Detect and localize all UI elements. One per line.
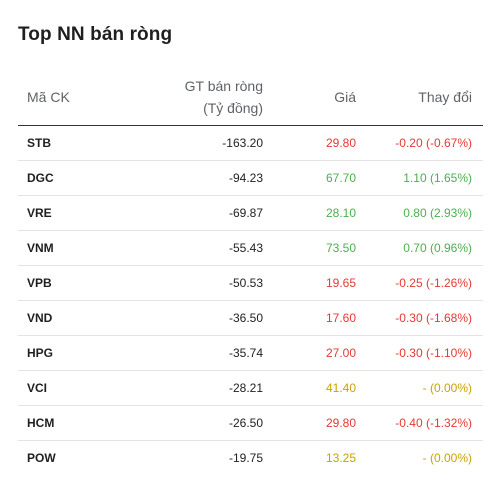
- price-cell: 28.10: [263, 195, 356, 231]
- change-cell: 0.80 (2.93%): [356, 195, 483, 231]
- stock-code-cell[interactable]: VNM: [18, 230, 118, 266]
- change-cell: - (0.00%): [356, 370, 483, 406]
- change-cell: -0.25 (-1.26%): [356, 265, 483, 301]
- price-cell: 73.50: [263, 230, 356, 266]
- header-change[interactable]: Thay đổi: [356, 68, 483, 126]
- change-cell: -0.30 (-1.68%): [356, 300, 483, 336]
- header-net-sell-value-line2: (Tỷ đồng): [203, 99, 263, 116]
- price-cell: 13.25: [325, 451, 356, 465]
- net-sell-value-cell: -50.53: [118, 265, 263, 301]
- stock-code-cell[interactable]: VND: [18, 300, 118, 336]
- price-cell: 67.70: [263, 160, 356, 196]
- change-cell: 1.10 (1.65%): [356, 160, 483, 196]
- net-sell-value-cell: -19.75: [228, 451, 263, 465]
- net-sell-value-cell: -28.21: [118, 370, 263, 406]
- stock-code-cell[interactable]: HCM: [18, 405, 118, 441]
- table-header-row: Mã CK GT bán ròng (Tỷ đồng) Giá Thay đổi: [18, 68, 483, 126]
- table-row[interactable]: DGC -94.23 67.70 1.10 (1.65%): [18, 160, 483, 196]
- change-cell: -0.20 (-0.67%): [356, 125, 483, 161]
- net-sell-value-cell: -55.43: [118, 230, 263, 266]
- header-net-sell-value[interactable]: GT bán ròng (Tỷ đồng): [118, 68, 263, 126]
- net-sell-value-cell: -35.74: [118, 335, 263, 371]
- table-row[interactable]: VNM -55.43 73.50 0.70 (0.96%): [18, 230, 483, 266]
- change-cell: -0.30 (-1.10%): [356, 335, 483, 371]
- net-sell-value-cell: -163.20: [118, 125, 263, 161]
- table-row[interactable]: VCI -28.21 41.40- (0.00%): [18, 370, 483, 406]
- table-row[interactable]: VND -36.50 17.60 -0.30 (-1.68%): [18, 300, 483, 336]
- stock-code-cell[interactable]: DGC: [18, 160, 118, 196]
- net-sell-value-cell: -26.50: [118, 405, 263, 441]
- price-cell: 29.80: [263, 125, 356, 161]
- stock-code-cell[interactable]: POW: [27, 451, 56, 465]
- table-row[interactable]: HPG -35.74 27.00 -0.30 (-1.10%): [18, 335, 483, 371]
- table-row[interactable]: VPB -50.53 19.65 -0.25 (-1.26%): [18, 265, 483, 301]
- change-cell: -0.40 (-1.32%): [356, 405, 483, 441]
- header-price[interactable]: Giá: [263, 68, 356, 126]
- header-code[interactable]: Mã CK: [18, 68, 118, 126]
- widget-title: Top NN bán ròng: [18, 24, 173, 45]
- header-net-sell-value-line1: GT bán ròng: [184, 77, 263, 94]
- price-cell: 29.80: [263, 405, 356, 441]
- table-row[interactable]: STB -163.20 29.80 -0.20 (-0.67%): [18, 125, 483, 161]
- net-sell-value-cell: -36.50: [118, 300, 263, 336]
- change-cell: 0.70 (0.96%): [356, 230, 483, 266]
- stock-code-cell[interactable]: VCI: [18, 370, 118, 406]
- table-body: STB -163.20 29.80 -0.20 (-0.67%) DGC -94.23 67…: [18, 125, 483, 476]
- stock-code-cell[interactable]: HPG: [18, 335, 118, 371]
- price-cell: 27.00: [263, 335, 356, 371]
- net-sell-table: Mã CK GT bán ròng (Tỷ đồng) Giá Thay đổi…: [18, 68, 483, 475]
- table-row[interactable]: HCM -26.50 29.80 -0.40 (-1.32%): [18, 405, 483, 441]
- net-sell-value-cell: -94.23: [118, 160, 263, 196]
- stock-code-cell[interactable]: VRE: [18, 195, 118, 231]
- price-cell: 17.60: [263, 300, 356, 336]
- net-sell-value-cell: -69.87: [118, 195, 263, 231]
- price-cell: 41.40: [263, 370, 356, 406]
- stock-code-cell[interactable]: STB: [18, 125, 118, 161]
- change-cell: - (0.00%): [422, 451, 472, 465]
- price-cell: 19.65: [263, 265, 356, 301]
- table-row[interactable]: POW -19.75 13.25 - (0.00%): [18, 441, 483, 476]
- table-row[interactable]: VRE -69.87 28.10 0.80 (2.93%): [18, 195, 483, 231]
- stock-code-cell[interactable]: VPB: [18, 265, 118, 301]
